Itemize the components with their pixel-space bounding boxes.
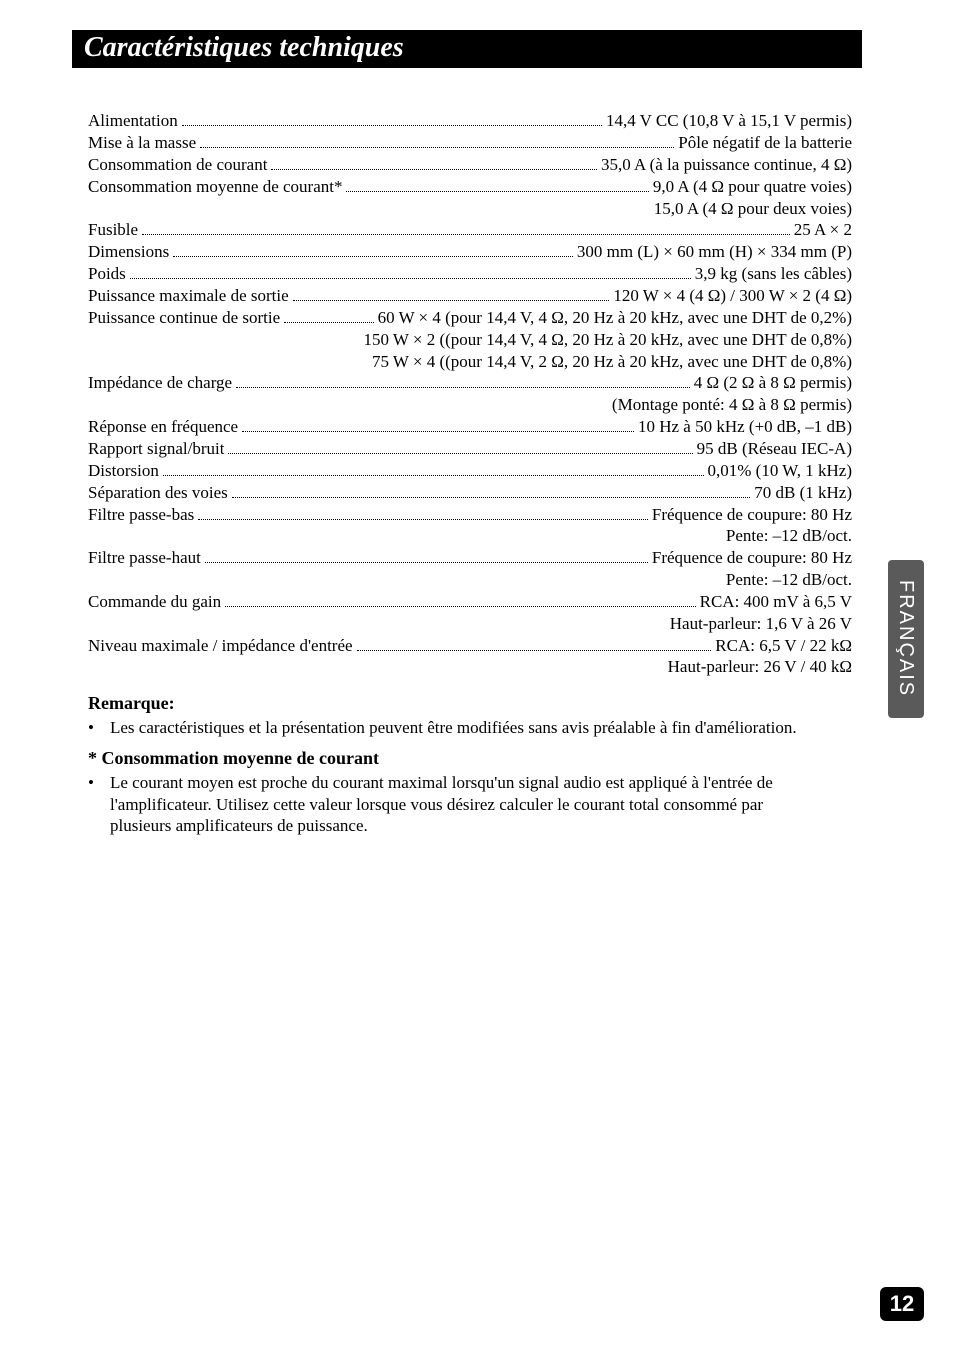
spec-row: Rapport signal/bruit 95 dB (Réseau IEC-A) xyxy=(88,438,852,460)
spec-value-continuation: 75 W × 4 ((pour 14,4 V, 2 Ω, 20 Hz à 20 … xyxy=(88,351,852,373)
spec-value: 95 dB (Réseau IEC-A) xyxy=(697,438,852,460)
spec-label: Mise à la masse xyxy=(88,132,196,154)
spec-row: Commande du gain RCA: 400 mV à 6,5 V xyxy=(88,591,852,613)
spec-label: Niveau maximale / impédance d'entrée xyxy=(88,635,353,657)
leader-dots xyxy=(225,591,695,607)
note-heading: Remarque: xyxy=(88,692,808,715)
spec-label: Poids xyxy=(88,263,126,285)
spec-label: Séparation des voies xyxy=(88,482,228,504)
spec-label: Rapport signal/bruit xyxy=(88,438,224,460)
leader-dots xyxy=(163,460,704,476)
spec-value: Pôle négatif de la batterie xyxy=(678,132,852,154)
section-title-bar: Caractéristiques techniques xyxy=(72,30,862,68)
spec-row: Consommation moyenne de courant* 9,0 A (4… xyxy=(88,176,852,198)
leader-dots xyxy=(198,503,648,519)
spec-row: Distorsion 0,01% (10 W, 1 kHz) xyxy=(88,460,852,482)
leader-dots xyxy=(182,110,602,126)
page-number-badge: 12 xyxy=(880,1287,924,1321)
spec-value: 70 dB (1 kHz) xyxy=(754,482,852,504)
spec-value-continuation: Haut-parleur: 1,6 V à 26 V xyxy=(88,613,852,635)
leader-dots xyxy=(232,482,751,498)
leader-dots xyxy=(130,263,691,279)
spec-row: Séparation des voies 70 dB (1 kHz) xyxy=(88,482,852,504)
leader-dots xyxy=(346,176,648,192)
spec-row: Dimensions 300 mm (L) × 60 mm (H) × 334 m… xyxy=(88,241,852,263)
spec-value: Fréquence de coupure: 80 Hz xyxy=(652,547,852,569)
spec-row: Niveau maximale / impédance d'entrée RCA:… xyxy=(88,634,852,656)
spec-row: Réponse en fréquence 10 Hz à 50 kHz (+0 d… xyxy=(88,416,852,438)
spec-value: RCA: 400 mV à 6,5 V xyxy=(700,591,852,613)
spec-value: 3,9 kg (sans les câbles) xyxy=(695,263,852,285)
spec-value-continuation: Pente: –12 dB/oct. xyxy=(88,525,852,547)
spec-value: 9,0 A (4 Ω pour quatre voies) xyxy=(653,176,852,198)
spec-row: Consommation de courant 35,0 A (à la puis… xyxy=(88,154,852,176)
spec-row: Filtre passe-haut Fréquence de coupure: 8… xyxy=(88,547,852,569)
leader-dots xyxy=(200,132,674,148)
spec-value: 10 Hz à 50 kHz (+0 dB, –1 dB) xyxy=(638,416,852,438)
spec-value-continuation: Pente: –12 dB/oct. xyxy=(88,569,852,591)
spec-list: Alimentation 14,4 V CC (10,8 V à 15,1 V p… xyxy=(88,110,852,678)
spec-label: Puissance maximale de sortie xyxy=(88,285,289,307)
leader-dots xyxy=(205,547,648,563)
spec-value: 35,0 A (à la puissance continue, 4 Ω) xyxy=(601,154,852,176)
spec-label: Dimensions xyxy=(88,241,169,263)
leader-dots xyxy=(142,219,790,235)
spec-label: Commande du gain xyxy=(88,591,221,613)
spec-label: Fusible xyxy=(88,219,138,241)
spec-row: Impédance de charge 4 Ω (2 Ω à 8 Ω permis… xyxy=(88,372,852,394)
leader-dots xyxy=(271,154,597,170)
spec-value: 25 A × 2 xyxy=(794,219,852,241)
language-tab-label: FRANÇAIS xyxy=(895,580,917,697)
spacer xyxy=(88,739,808,747)
spec-value: 120 W × 4 (4 Ω) / 300 W × 2 (4 Ω) xyxy=(613,285,852,307)
bullet-text: Les caractéristiques et la présentation … xyxy=(110,717,808,739)
spec-row: Poids 3,9 kg (sans les câbles) xyxy=(88,263,852,285)
note-bullet: •Le courant moyen est proche du courant … xyxy=(88,772,808,837)
leader-dots xyxy=(173,241,573,257)
spec-label: Impédance de charge xyxy=(88,372,232,394)
spec-value-continuation: 150 W × 2 ((pour 14,4 V, 4 Ω, 20 Hz à 20… xyxy=(88,329,852,351)
spec-label: Distorsion xyxy=(88,460,159,482)
leader-dots xyxy=(293,285,610,301)
spec-row: Fusible 25 A × 2 xyxy=(88,219,852,241)
spec-label: Consommation moyenne de courant* xyxy=(88,176,342,198)
section-title: Caractéristiques techniques xyxy=(84,32,404,63)
spec-label: Réponse en fréquence xyxy=(88,416,238,438)
bullet-marker: • xyxy=(88,772,110,837)
spec-value: 300 mm (L) × 60 mm (H) × 334 mm (P) xyxy=(577,241,852,263)
spec-row: Mise à la masse Pôle négatif de la batter… xyxy=(88,132,852,154)
spec-value: 60 W × 4 (pour 14,4 V, 4 Ω, 20 Hz à 20 k… xyxy=(378,307,852,329)
leader-dots xyxy=(236,372,690,388)
spec-label: Consommation de courant xyxy=(88,154,267,176)
spec-row: Puissance maximale de sortie 120 W × 4 (4… xyxy=(88,285,852,307)
spec-label: Alimentation xyxy=(88,110,178,132)
leader-dots xyxy=(357,634,712,650)
note-heading: * Consommation moyenne de courant xyxy=(88,747,808,770)
spec-row: Filtre passe-bas Fréquence de coupure: 80… xyxy=(88,503,852,525)
leader-dots xyxy=(228,438,692,454)
leader-dots xyxy=(284,307,373,323)
page-number: 12 xyxy=(890,1291,914,1316)
spec-value-continuation: Haut-parleur: 26 V / 40 kΩ xyxy=(88,656,852,678)
spec-row: Alimentation 14,4 V CC (10,8 V à 15,1 V p… xyxy=(88,110,852,132)
spec-label: Filtre passe-haut xyxy=(88,547,201,569)
spec-label: Puissance continue de sortie xyxy=(88,307,280,329)
spec-value: 0,01% (10 W, 1 kHz) xyxy=(708,460,852,482)
spec-value: 4 Ω (2 Ω à 8 Ω permis) xyxy=(694,372,852,394)
spec-value-continuation: (Montage ponté: 4 Ω à 8 Ω permis) xyxy=(88,394,852,416)
language-tab: FRANÇAIS xyxy=(888,560,924,718)
spec-value: Fréquence de coupure: 80 Hz xyxy=(652,504,852,526)
bullet-text: Le courant moyen est proche du courant m… xyxy=(110,772,808,837)
spec-label: Filtre passe-bas xyxy=(88,504,194,526)
spec-row: Puissance continue de sortie 60 W × 4 (po… xyxy=(88,307,852,329)
notes-block: Remarque:•Les caractéristiques et la pré… xyxy=(88,692,808,837)
spec-content: Alimentation 14,4 V CC (10,8 V à 15,1 V p… xyxy=(88,110,852,837)
bullet-marker: • xyxy=(88,717,110,739)
spec-value-continuation: 15,0 A (4 Ω pour deux voies) xyxy=(88,198,852,220)
leader-dots xyxy=(242,416,634,432)
spec-value: RCA: 6,5 V / 22 kΩ xyxy=(715,635,852,657)
spec-value: 14,4 V CC (10,8 V à 15,1 V permis) xyxy=(606,110,852,132)
note-bullet: •Les caractéristiques et la présentation… xyxy=(88,717,808,739)
